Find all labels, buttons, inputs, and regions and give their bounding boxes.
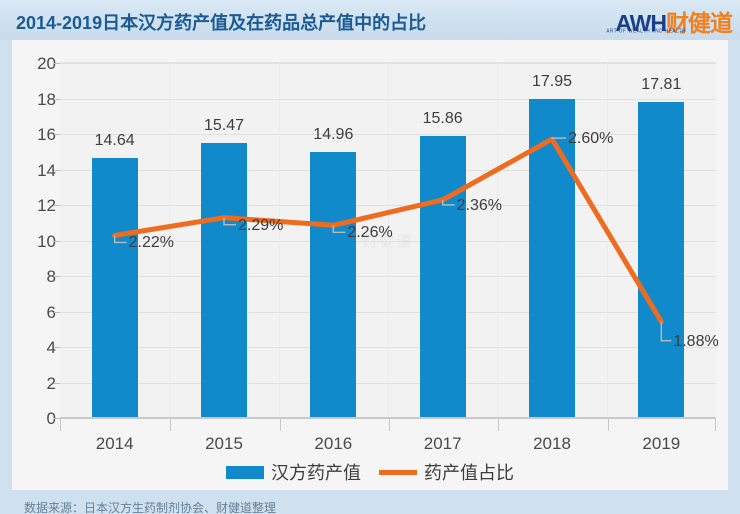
y-axis-tick-label: 20 [37,54,56,73]
legend-item-bar[interactable]: 汉方药产值 [226,459,361,485]
y-axis-tick-label: 4 [46,338,56,357]
y-axis-tick-mark [54,382,60,384]
y-axis-tick-mark [54,169,60,171]
y-axis-tick-mark [54,63,60,64]
y-axis-tick-label: 8 [46,267,56,286]
bar-value-label: 14.64 [94,132,135,150]
x-axis [60,417,716,431]
line-value-label: 2.22% [128,234,175,252]
bar-2015[interactable] [201,143,247,418]
y-axis-tick-label: 14 [37,160,56,180]
y-axis-tick-mark [54,276,60,277]
logo-tagline: ART OF WEALTH AND HEALTH [606,27,686,34]
bar-value-label: 15.47 [203,117,245,135]
x-axis-tick-label: 2017 [423,434,462,453]
y-axis-tick-label: 12 [37,196,56,215]
bar-value-label: 14.96 [313,126,354,144]
y-axis-tick-mark [54,347,60,348]
bar-value-label: 15.86 [422,110,463,128]
x-axis-separator [279,418,281,431]
chart-legend: 汉方药产值 药产值占比 [12,458,728,486]
source-note: 数据来源：日本汉方生药制剂协会、财健道整理 [24,501,277,514]
y-axis-tick-label: 2 [46,373,56,393]
x-gridline [606,63,608,418]
x-axis-tick-label: 2019 [642,434,681,453]
x-axis-tick-label: 2015 [205,434,243,453]
y-gridline [60,418,716,419]
y-axis-tick-mark [54,205,60,206]
bar-2017[interactable] [419,136,466,418]
y-axis-tick-label: 6 [46,302,56,322]
chart-area: 财健道 0 2 4 6 8 10 12 14 16 18 20 14.64 15.47 14.96 15.8… [12,40,728,490]
line-value-label: 2.60% [568,130,614,148]
logo-cjk: 财健道 [666,10,733,36]
legend-item-line[interactable]: 药产值占比 [379,459,514,485]
plot-region: 财健道 0 2 4 6 8 10 12 14 16 18 20 14.64 15.47 14.96 15.8… [37,54,719,428]
y-axis-tick-label: 16 [37,125,56,144]
line-value-label: 2.29% [238,216,284,234]
y-axis-tick-label: 18 [37,89,56,109]
y-axis-tick-label: 10 [37,231,56,251]
page-title: 2014-2019日本汉方药产值及在药品总产值中的占比 [16,13,427,33]
x-axis-separator [389,418,390,431]
x-axis-tick-label: 2016 [314,434,353,453]
y-axis-tick-label: 0 [46,409,56,428]
legend-swatch-line-icon [379,469,417,475]
x-axis-separator [498,418,500,431]
x-axis-tick-label: 2018 [533,434,571,453]
y-axis-tick-mark [54,240,60,242]
y-axis-tick-mark [54,134,60,135]
y-axis-tick-mark [54,311,60,313]
bar-2014[interactable] [91,158,138,418]
footer-bar: 数据来源：日本汉方生药制剂协会、财健道整理 [0,490,740,514]
y-axis-tick-mark [54,418,60,419]
line-value-label: 2.36% [456,196,503,214]
brand-logo: AWH财健道 ART OF WEALTH AND HEALTH [582,4,733,38]
bar-2019[interactable] [638,101,685,418]
logo-wordmark: AWH财健道 [615,4,733,38]
x-axis-tick-label: 2014 [95,434,134,453]
x-gridline [497,63,499,418]
bar-value-label: 17.81 [641,75,682,93]
legend-label-line: 药产值占比 [424,463,514,483]
bar-value-label: 17.95 [531,73,573,91]
bar-2016[interactable] [310,152,357,418]
legend-swatch-bar-icon [226,465,264,479]
line-value-label: 2.26% [347,224,393,242]
y-axis-tick-mark [54,98,60,100]
x-gridline [278,63,280,418]
right-border-strip [728,40,740,490]
left-border-strip [0,40,12,490]
x-axis-separator [607,418,609,431]
header-bar: 2014-2019日本汉方药产值及在药品总产值中的占比 AWH财健道 ART O… [0,0,740,40]
x-axis-separator [170,418,172,431]
legend-label-bar: 汉方药产值 [271,463,361,483]
logo-latin: AWH [615,10,667,36]
line-value-label: 1.88% [673,332,719,350]
